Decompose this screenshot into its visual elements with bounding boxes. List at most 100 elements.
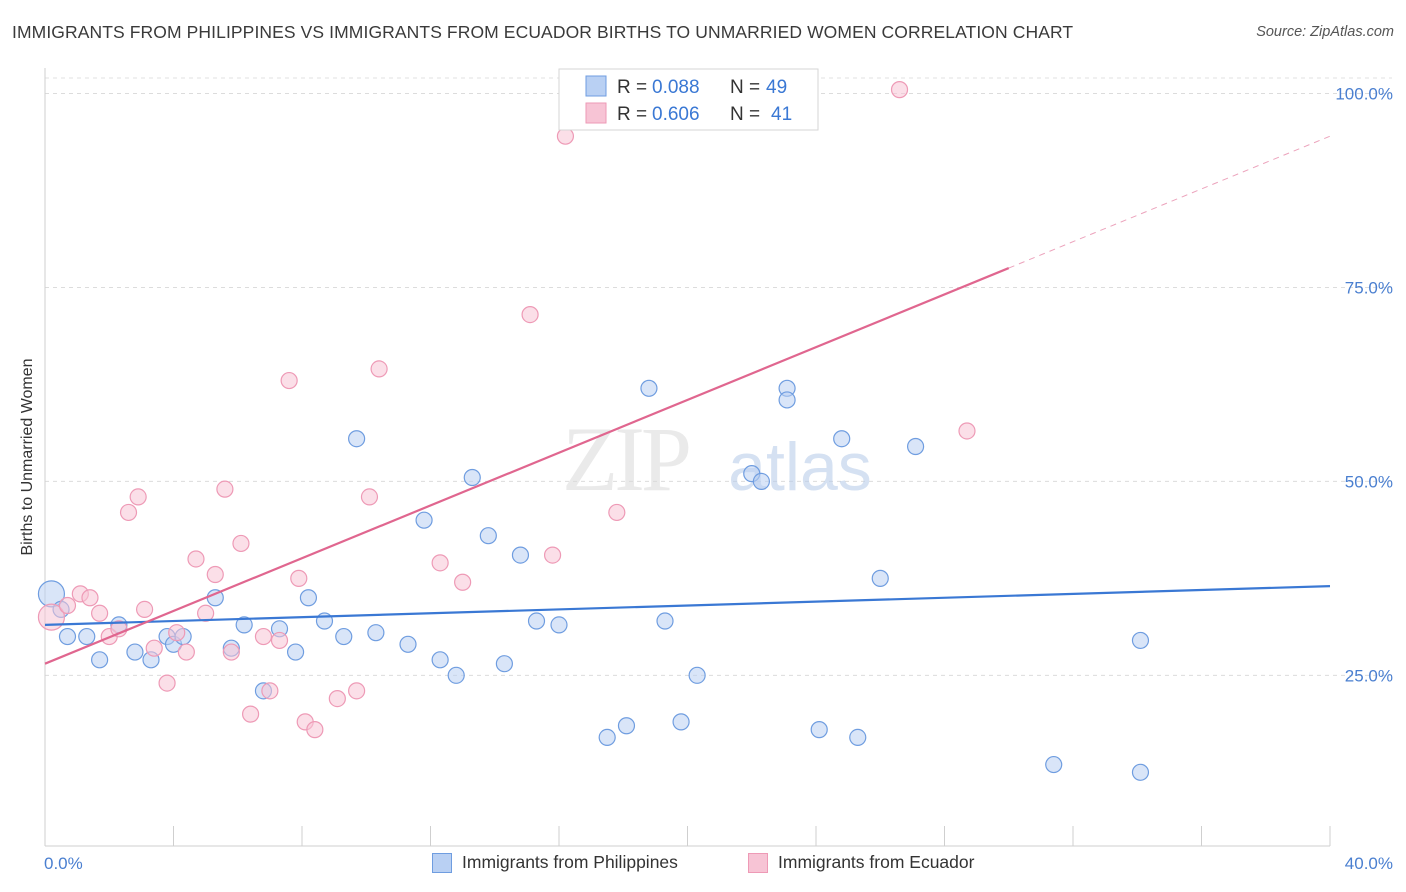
point-ecuador <box>890 81 909 99</box>
point-philippines <box>479 527 497 545</box>
point-ecuador <box>608 503 626 522</box>
legend-swatch-philippines <box>585 75 607 97</box>
legend-bottom: Immigrants from Philippines Immigrants f… <box>0 852 1406 878</box>
point-ecuador <box>431 554 449 572</box>
y-tick-label: 75.0% <box>1345 278 1393 297</box>
y-tick-label: 25.0% <box>1345 666 1393 685</box>
point-philippines <box>871 569 889 587</box>
point-ecuador <box>360 488 379 506</box>
point-ecuador <box>187 550 205 568</box>
point-philippines <box>1131 631 1150 650</box>
point-ecuador <box>232 534 250 553</box>
legend-n-value-1: 49 <box>766 77 787 98</box>
point-ecuador <box>270 631 289 650</box>
point-ecuador <box>119 503 138 522</box>
point-ecuador <box>348 682 366 700</box>
point-philippines <box>672 713 690 731</box>
point-philippines <box>617 717 636 735</box>
legend-r-label-1: R = <box>617 77 647 98</box>
point-philippines <box>335 627 353 646</box>
point-philippines <box>78 627 96 646</box>
point-ecuador <box>370 360 388 378</box>
chart-title: IMMIGRANTS FROM PHILIPPINES VS IMMIGRANT… <box>12 22 1074 42</box>
point-philippines <box>1131 763 1150 781</box>
grid <box>45 77 1392 676</box>
legend-item-ecuador: Immigrants from Ecuador <box>748 852 974 873</box>
point-ecuador <box>254 627 273 646</box>
point-philippines <box>656 612 674 630</box>
point-philippines <box>415 511 433 529</box>
point-ecuador <box>216 480 234 498</box>
legend-item-philippines: Immigrants from Philippines <box>432 852 678 873</box>
point-ecuador <box>145 639 163 657</box>
point-ecuador <box>222 643 240 661</box>
axes <box>44 68 1331 847</box>
point-philippines <box>367 624 385 642</box>
point-ecuador <box>81 589 99 607</box>
point-ecuador <box>261 682 279 700</box>
point-philippines <box>299 589 318 607</box>
point-philippines <box>1045 755 1063 774</box>
y-tick-label: 50.0% <box>1345 472 1393 491</box>
point-philippines <box>431 651 449 669</box>
point-philippines <box>463 468 481 487</box>
source-label: Source: ZipAtlas.com <box>1256 24 1394 40</box>
legend-n-label-2: N = <box>730 104 760 125</box>
point-philippines <box>810 721 828 739</box>
point-ecuador <box>135 600 154 618</box>
point-philippines <box>126 643 144 661</box>
point-philippines <box>511 546 530 564</box>
point-philippines <box>495 655 513 673</box>
legend-top: R = 0.088 N = 49 R = 0.606 N = 41 <box>558 68 819 131</box>
point-philippines <box>550 616 568 634</box>
y-tick-label: 100.0% <box>1335 85 1393 104</box>
point-philippines <box>527 612 546 630</box>
x-tick-label: 0.0% <box>44 854 83 873</box>
point-philippines <box>286 643 305 661</box>
point-ecuador <box>556 127 575 145</box>
point-ecuador <box>328 690 346 708</box>
legend-r-value-2: 0.606 <box>652 104 700 125</box>
tick-labels: 25.0% 50.0% 75.0% 100.0% 0.0% 40.0% <box>44 85 1393 873</box>
legend-swatch-ecuador <box>748 852 768 873</box>
point-philippines <box>849 728 867 746</box>
point-ecuador <box>177 643 195 661</box>
point-philippines <box>833 430 851 448</box>
point-ecuador <box>197 604 215 622</box>
trend-line-extension-ecuador <box>1008 135 1331 269</box>
point-philippines <box>399 635 417 653</box>
point-ecuador <box>543 546 562 564</box>
point-ecuador <box>306 721 324 739</box>
legend-label-ecuador: Immigrants from Ecuador <box>778 852 975 872</box>
point-philippines <box>778 391 796 409</box>
trend-line-philippines <box>44 585 1331 627</box>
point-philippines <box>640 379 658 397</box>
point-philippines <box>348 430 366 448</box>
legend-n-value-2: 41 <box>771 104 792 125</box>
point-philippines <box>688 666 706 684</box>
point-philippines <box>752 472 770 490</box>
point-philippines <box>447 666 465 684</box>
point-ecuador <box>158 674 176 692</box>
point-ecuador <box>58 596 77 615</box>
data-points <box>37 81 1150 781</box>
point-ecuador <box>206 565 224 584</box>
point-ecuador <box>129 488 147 506</box>
watermark-zip: ZIP <box>562 408 689 510</box>
point-philippines <box>906 437 925 456</box>
point-ecuador <box>280 371 298 390</box>
legend-r-value-1: 0.088 <box>652 77 700 98</box>
legend-n-label-1: N = <box>730 77 760 98</box>
point-ecuador <box>290 569 308 587</box>
legend-swatch-philippines <box>432 852 452 873</box>
legend-swatch-ecuador <box>585 102 607 124</box>
legend-r-label-2: R = <box>617 104 647 125</box>
point-ecuador <box>958 422 976 440</box>
trend-lines <box>44 135 1331 665</box>
x-tick-label: 40.0% <box>1345 854 1393 873</box>
point-ecuador <box>242 705 260 723</box>
watermark: ZIP atlas <box>562 408 872 510</box>
point-philippines <box>598 728 616 746</box>
point-philippines <box>91 651 109 669</box>
